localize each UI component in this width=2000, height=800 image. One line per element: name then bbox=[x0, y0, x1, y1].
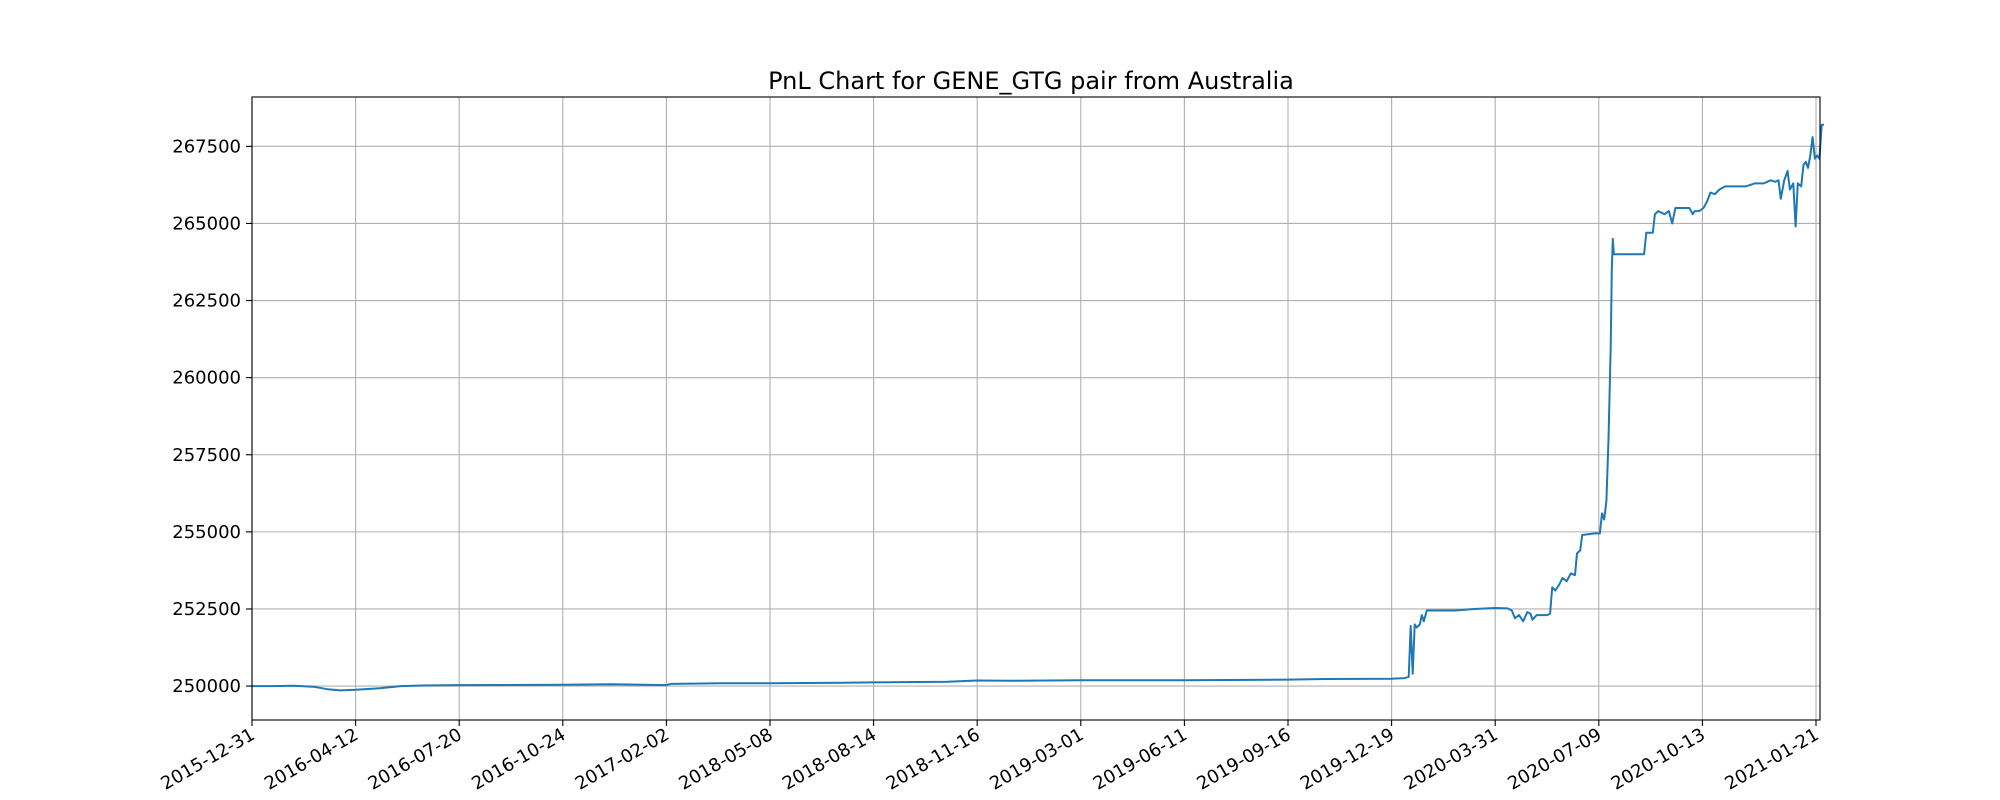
grid-lines bbox=[251, 97, 1820, 720]
x-tick-label: 2020-10-13 bbox=[1608, 724, 1709, 794]
y-tick-label: 267500 bbox=[172, 136, 241, 157]
x-tick-label: 2021-01-21 bbox=[1721, 724, 1822, 794]
x-axis: 2015-12-31 2016-04-12 2016-07-20 2016-10-24… bbox=[157, 720, 1823, 795]
plot-area-border bbox=[251, 96, 1821, 721]
y-tick-label: 260000 bbox=[172, 368, 241, 389]
x-tick-label: 2016-10-24 bbox=[468, 724, 569, 794]
series-layer bbox=[252, 123, 1824, 692]
x-tick-label: 2016-07-20 bbox=[365, 724, 466, 794]
x-tick-label: 2018-05-08 bbox=[675, 724, 776, 794]
x-tick-label: 2018-11-16 bbox=[883, 724, 984, 794]
axes-frame bbox=[251, 96, 1821, 721]
y-tick-label: 265000 bbox=[172, 213, 241, 234]
y-tick-label: 255000 bbox=[172, 522, 241, 543]
y-tick-label: 252500 bbox=[172, 599, 241, 620]
chart-title: PnL Chart for GENE_GTG pair from Austral… bbox=[768, 67, 1294, 95]
y-tick-label: 257500 bbox=[172, 445, 241, 466]
x-tick-label: 2020-07-09 bbox=[1504, 724, 1605, 794]
x-tick-label: 2015-12-31 bbox=[157, 724, 258, 794]
x-tick-label: 2019-06-11 bbox=[1090, 724, 1191, 794]
y-tick-label: 262500 bbox=[172, 291, 241, 312]
x-tick-label: 2020-03-31 bbox=[1401, 724, 1502, 794]
y-tick-label: 250000 bbox=[172, 676, 241, 697]
x-tick-label: 2018-08-14 bbox=[779, 724, 880, 794]
x-tick-label: 2019-03-01 bbox=[986, 724, 1087, 794]
pnl-series-line bbox=[252, 123, 1824, 692]
x-tick-label: 2019-12-19 bbox=[1297, 724, 1398, 794]
x-tick-label: 2017-02-02 bbox=[572, 724, 673, 794]
x-tick-label: 2019-09-16 bbox=[1193, 724, 1294, 794]
x-tick-label: 2016-04-12 bbox=[261, 724, 362, 794]
y-axis: 250000 252500 255000 257500 260000 262500 2650… bbox=[172, 136, 252, 697]
